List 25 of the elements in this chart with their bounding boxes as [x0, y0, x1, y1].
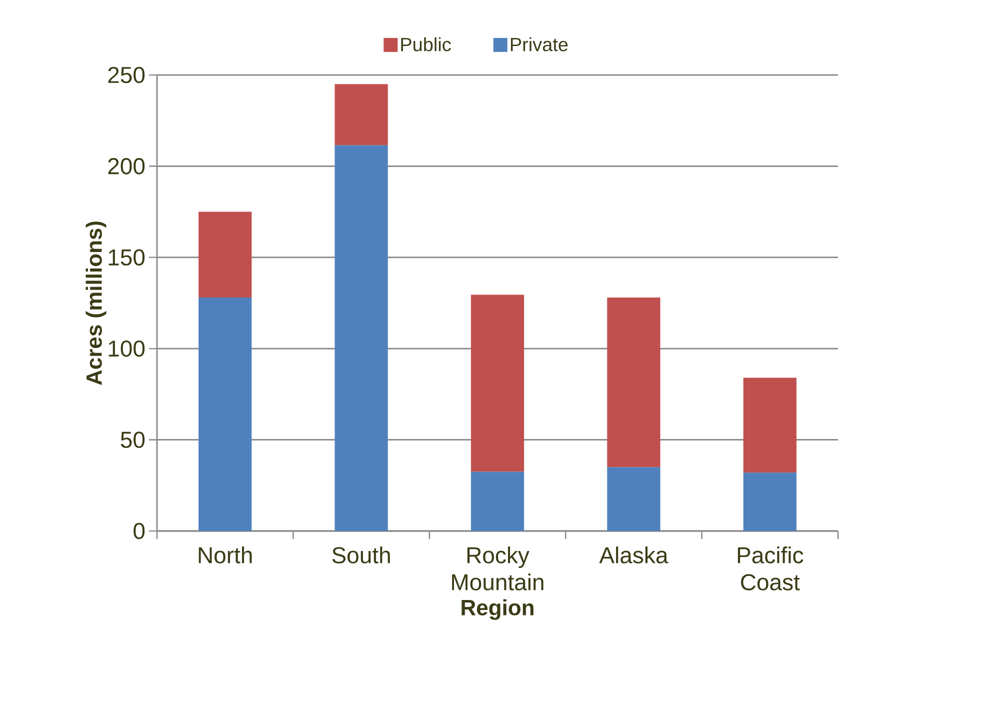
legend-label: Public	[401, 37, 451, 52]
legend-label: Private	[510, 37, 568, 52]
bar	[198, 298, 252, 531]
bar	[334, 145, 388, 531]
x-axis-title: Region	[462, 599, 534, 620]
x-tick-label: Pacific Coast	[738, 546, 804, 590]
y-tick-label: 250	[108, 66, 145, 84]
bar	[607, 467, 660, 531]
y-tick-label: 150	[108, 249, 145, 266]
bar	[334, 84, 388, 146]
bar	[607, 298, 660, 468]
y-tick-label: 100	[108, 340, 145, 357]
bar	[198, 212, 252, 298]
y-tick-label: 200	[108, 158, 145, 174]
y-tick-label: 0	[134, 522, 145, 540]
y-axis-title: Acres (millions)	[86, 222, 106, 385]
bar	[470, 472, 524, 531]
x-tick-label: South	[332, 546, 390, 564]
x-tick-label: North	[198, 546, 252, 564]
bar	[470, 294, 524, 472]
y-tick-label: 50	[120, 432, 145, 448]
bar	[743, 378, 796, 473]
x-tick-label: Alaska	[599, 546, 668, 564]
bar	[743, 472, 796, 531]
x-tick-label: Rocky Mountain	[452, 546, 544, 590]
